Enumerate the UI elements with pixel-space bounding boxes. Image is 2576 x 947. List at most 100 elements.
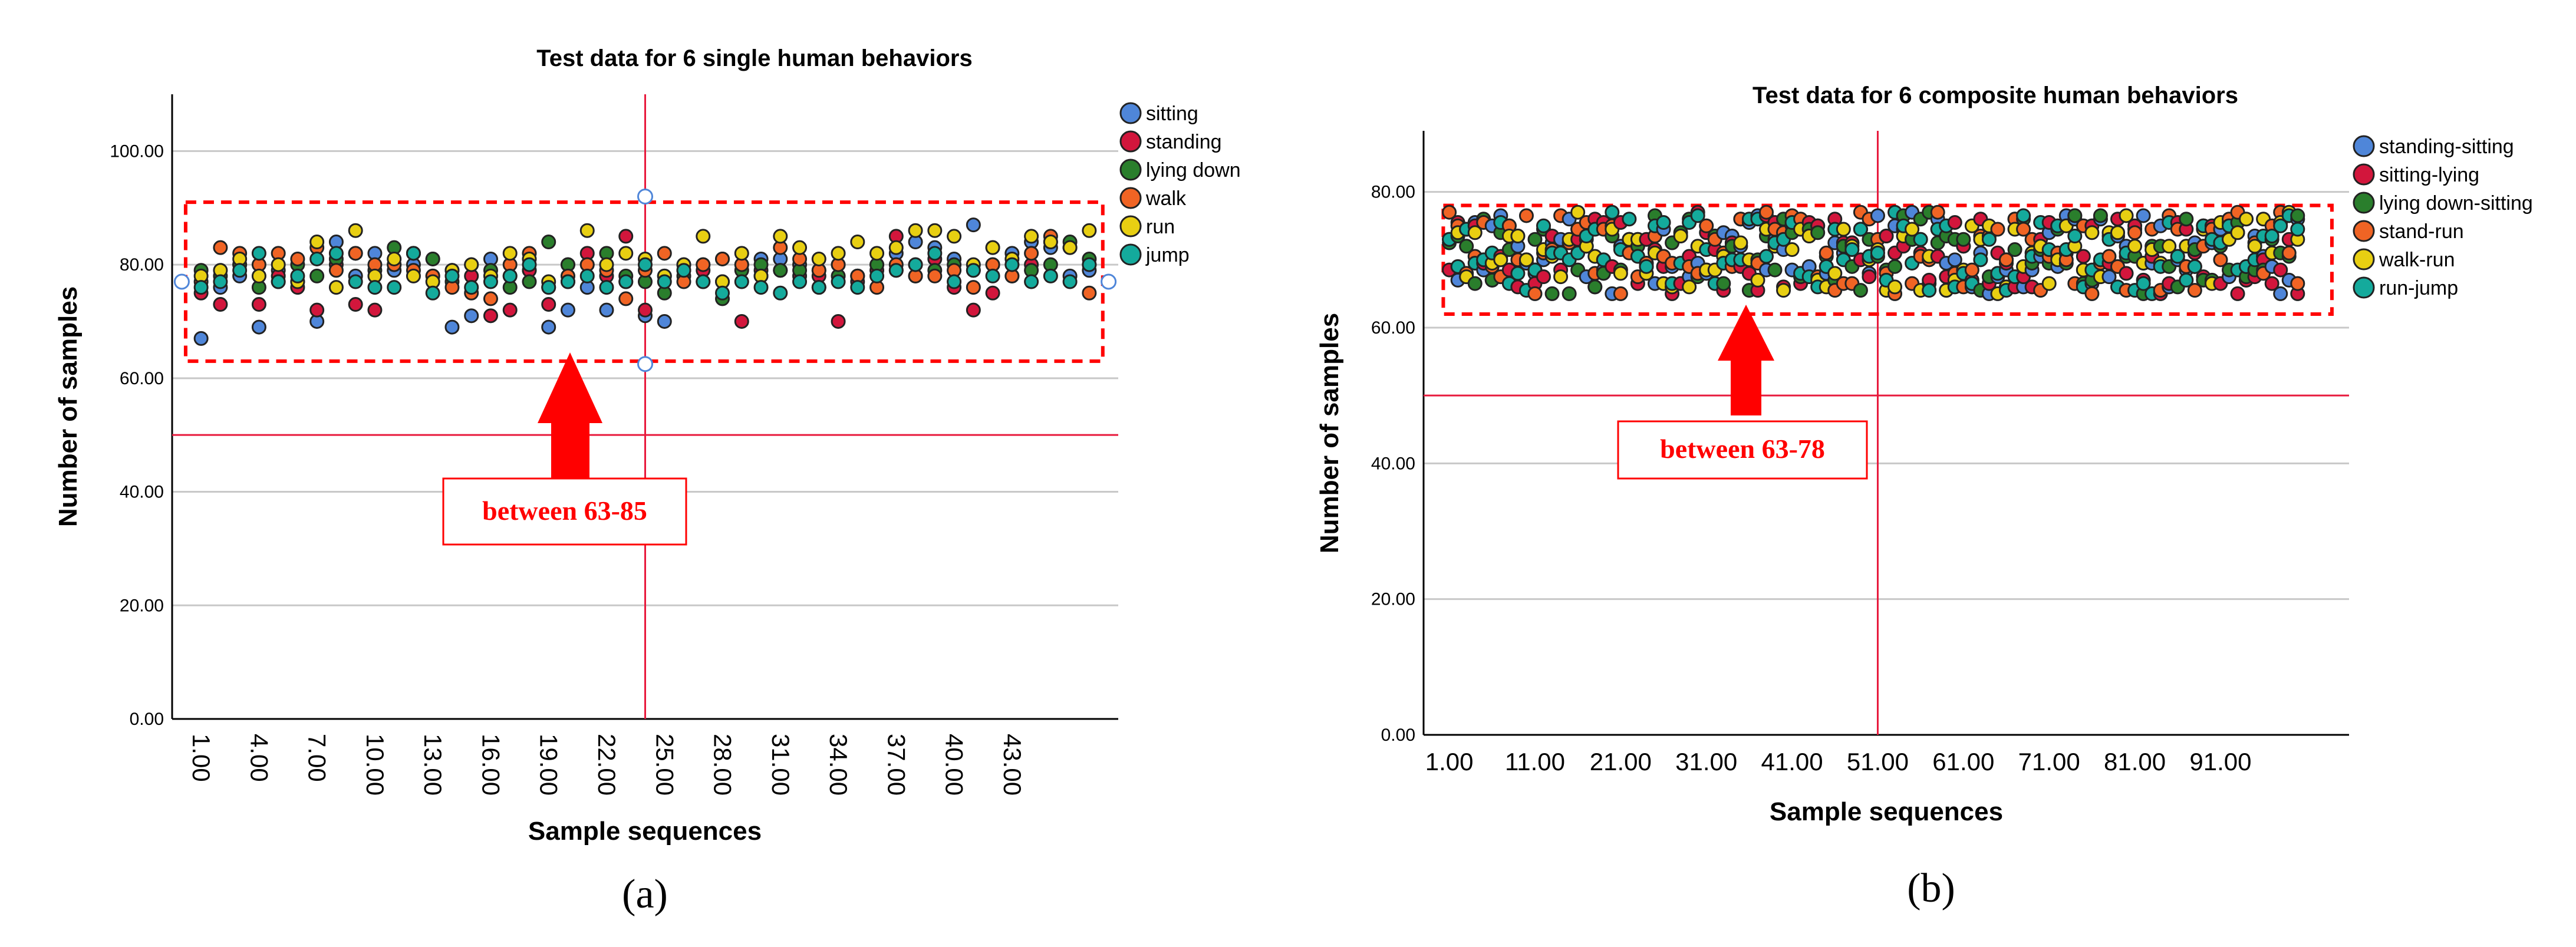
chart-a-point-jump [541, 280, 556, 295]
chart-a-point-run [811, 251, 826, 266]
chart-a-point-sitting [251, 319, 266, 335]
chart-b-legend-marker [2353, 163, 2375, 186]
chart-b-point-run [1570, 204, 1586, 220]
chart-a-legend-marker [1119, 130, 1142, 153]
chart-b-point-run [1467, 225, 1483, 240]
chart-a-point-run [831, 246, 846, 261]
chart-a-point-run [850, 235, 865, 250]
chart-a-point-run [908, 223, 923, 238]
chart-b-x-ticks: 1.00 11.00 21.00 31.00 41.00 51.00 61.00 71.00 8… [1425, 748, 2252, 776]
chart-a-annotation-box [442, 477, 687, 546]
chart-a-y-ticks: 0.00 20.00 40.00 60.00 80.00 100.00 [110, 141, 164, 729]
chart-a-point-jump [232, 263, 248, 278]
chart-a-x-tick-label: 13.00 [419, 734, 447, 796]
chart-b-point-lying_down [1716, 276, 1731, 291]
chart-a-point-run [387, 251, 402, 266]
chart-a-point-jump [811, 280, 826, 295]
chart-b-x-tick-label: 11.00 [1505, 748, 1565, 776]
chart-b-point-walk [2101, 249, 2117, 264]
chart-a-point-jump [850, 280, 865, 295]
chart-a-point-sitting [657, 314, 672, 329]
chart-b-legend: standing-sitting sitting-lying lying down-… [2353, 135, 2533, 299]
chart-b-point-standing [2273, 262, 2288, 278]
chart-b-point-run [1493, 252, 1508, 268]
chart-b-point-lying_down [1767, 262, 1783, 278]
chart-b-highlight-rect [1441, 203, 2334, 316]
chart-a-point-jump [715, 285, 730, 301]
chart-a-point-jump [1082, 257, 1097, 272]
chart-a-outlier-point [1101, 273, 1117, 290]
chart-b-y-tick-label: 60.00 [1371, 318, 1415, 338]
chart-b-point-walk [2281, 245, 2297, 260]
chart-b-point-walk [2290, 276, 2305, 291]
chart-b-point-jump [1973, 252, 1988, 268]
chart-b-point-lying_down [1956, 232, 1971, 247]
chart-a-point-sitting [560, 302, 575, 318]
chart-b-grid [1424, 191, 2349, 600]
chart-a-x-tick-label: 7.00 [304, 734, 331, 782]
chart-b-point-jump [2136, 276, 2151, 291]
chart-b-point-jump [1510, 266, 1526, 281]
chart-b-point-run [2162, 239, 2177, 254]
chart-a-x-tick-label: 28.00 [709, 734, 737, 796]
chart-a-x-tick-label: 4.00 [245, 734, 273, 782]
chart-a-point-standing [966, 302, 981, 318]
chart-b-point-sitting [2273, 286, 2288, 301]
chart-a-point-run [773, 229, 788, 244]
chart-b-point-walk [2084, 286, 2100, 301]
chart-b-point-jump [1605, 204, 1620, 220]
chart-b-legend-label: run-jump [2379, 277, 2458, 299]
chart-a-point-jump [348, 274, 363, 289]
chart-b-point-jump [2067, 229, 2083, 244]
chart-a-point-jump [1062, 274, 1078, 289]
chart-a-point-jump [522, 257, 537, 272]
chart-a-point-jump [869, 268, 885, 283]
chart-a-point-standing [734, 314, 749, 329]
chart-b-point-walk [1758, 204, 1774, 220]
chart-b-x-tick-label: 71.00 [2018, 748, 2080, 776]
chart-a-point-standing [251, 297, 266, 312]
chart-a-point-run [464, 257, 479, 272]
chart-a-point-walk [1082, 285, 1097, 301]
chart-a-point-jump [502, 268, 518, 283]
chart-a-point-run [869, 246, 885, 261]
chart-b-point-run [1836, 222, 1851, 237]
chart-b-point-lying_down [2093, 208, 2108, 223]
chart-a-point-jump [444, 268, 460, 283]
chart-a-point-run [599, 257, 614, 272]
chart-a-point-walk [348, 246, 363, 261]
chart-a-y-tick-label: 100.00 [110, 141, 164, 161]
chart-b-point-jump [1622, 212, 1637, 227]
chart-b-point-jump [2290, 222, 2305, 237]
chart-b-legend-label: stand-run [2379, 220, 2464, 243]
chart-a-point-lying_down [309, 268, 325, 283]
chart-b-point-jump [2187, 259, 2202, 274]
chart-b-point-standing [1536, 269, 1551, 285]
chart-a-point-walk [290, 251, 305, 266]
chart-a-x-tick-label: 34.00 [825, 734, 852, 796]
chart-a-point-jump [618, 274, 634, 289]
chart-a-point-sitting [541, 319, 556, 335]
chart-a-point-standing [985, 285, 1000, 301]
chart-b-x-tick-label: 61.00 [1932, 748, 1994, 776]
chart-a-point-walk [618, 291, 634, 306]
chart-b-point-run [1905, 222, 1920, 237]
chart-a-point-run [271, 257, 286, 272]
chart-a-legend-label: run [1146, 216, 1175, 238]
chart-b-x-tick-label: 81.00 [2104, 748, 2166, 776]
chart-b-legend-marker [2353, 248, 2375, 270]
chart-a-xlabel: Sample sequences [528, 817, 762, 846]
chart-a-point-jump [483, 274, 498, 289]
chart-a-point-jump [638, 257, 653, 272]
chart-b-point-jump [1690, 208, 1705, 223]
chart-a-point-jump [309, 251, 325, 266]
chart-a-point-standing [309, 302, 325, 318]
chart-b-point-walk [2213, 252, 2228, 268]
chart-b-point-run [2084, 225, 2100, 240]
chart-b-point-lying_down [2179, 212, 2194, 227]
panel-a-label: (a) [622, 872, 668, 917]
chart-b-xlabel: Sample sequences [1770, 797, 2003, 826]
chart-b-point-lying_down [1527, 232, 1543, 247]
panel-b-label: (b) [1907, 866, 1955, 911]
chart-b-point-walk [1613, 286, 1628, 301]
